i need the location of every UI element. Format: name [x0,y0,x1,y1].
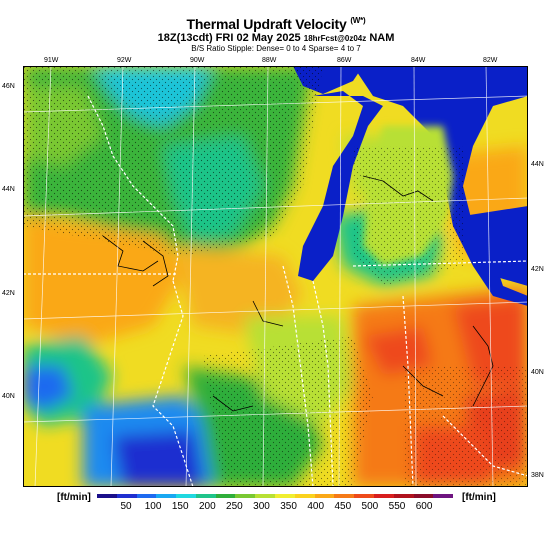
color-bar [97,494,454,498]
stipple-dense-southeast [403,366,528,487]
legend-tick-label: 600 [415,501,433,512]
color-bar-segment [136,494,157,498]
lat-label-right: 40N [531,369,544,376]
subtitle-model: NAM [369,32,395,44]
color-bar-segment [334,494,355,498]
subtitle-time: 18Z(13cdt) FRI 02 May 2025 [157,32,301,44]
color-bar-segment [314,494,335,498]
legend-tick-label: 300 [253,501,270,512]
lat-label: 46N [2,83,15,90]
color-bar-segment [294,494,315,498]
legend-tick-label: 400 [307,501,325,512]
color-bar-segment [156,494,177,498]
stipple-dense-east [353,146,463,286]
color-bar-segment [235,494,256,498]
state-boundaries [23,95,528,487]
thermal-velocity-map [23,66,528,487]
color-bar-segment [215,494,236,498]
stipple-dense-west [23,66,323,256]
color-bar-segment [373,494,394,498]
graticule [23,66,528,487]
lon-label: 90W [190,57,205,64]
legend-tick-label: 350 [280,501,297,512]
legend-unit-right: [ft/min] [462,492,496,503]
color-bar-segment [97,494,117,498]
color-bar-segment [255,494,276,498]
lat-label: 40N [2,393,15,400]
title-unit: (W*) [350,16,366,25]
legend-tick-label: 150 [171,501,189,512]
lon-label: 86W [337,57,352,64]
stipple-dense-south [203,336,373,487]
color-bar-segment [275,494,295,498]
lon-label: 92W [117,57,132,64]
lat-label: 42N [2,290,15,297]
lon-label: 88W [262,57,277,64]
legend-unit-left: [ft/min] [57,492,91,503]
lon-label: 82W [483,57,498,64]
map-title: Thermal Updraft Velocity (W*) [0,16,552,32]
legend-tick-label: 100 [144,501,162,512]
color-bar-segment [354,494,374,498]
legend-tick-label: 500 [361,501,379,512]
lat-label-right: 42N [531,266,544,273]
color-bar-segment [413,494,434,498]
contour-lines [102,175,494,412]
legend-tick-label: 200 [198,501,216,512]
stipple-note: B/S Ratio Stipple: Dense= 0 to 4 Sparse=… [191,44,361,53]
lat-label: 44N [2,186,15,193]
lon-label: 84W [411,57,426,64]
color-bar-segment [116,494,137,498]
lat-label-right: 44N [531,161,544,168]
subtitle-forecast: 18hrFcst@0z04z [303,34,367,43]
color-bar-segment [433,494,454,498]
lon-label: 91W [44,57,59,64]
color-bar-segment [195,494,216,498]
legend-tick-label: 450 [334,501,352,512]
lake-erie [463,206,528,286]
lat-label-right: 38N [531,472,544,479]
legend-tick-label: 50 [120,501,132,512]
color-bar-segment [176,494,196,498]
legend-tick-label: 250 [226,501,243,512]
title-text: Thermal Updraft Velocity [186,16,347,32]
color-bar-segment [393,494,414,498]
map-subtitle: 18Z(13cdt) FRI 02 May 2025 18hrFcst@0z04… [0,32,552,44]
legend-tick-label: 550 [388,501,406,512]
